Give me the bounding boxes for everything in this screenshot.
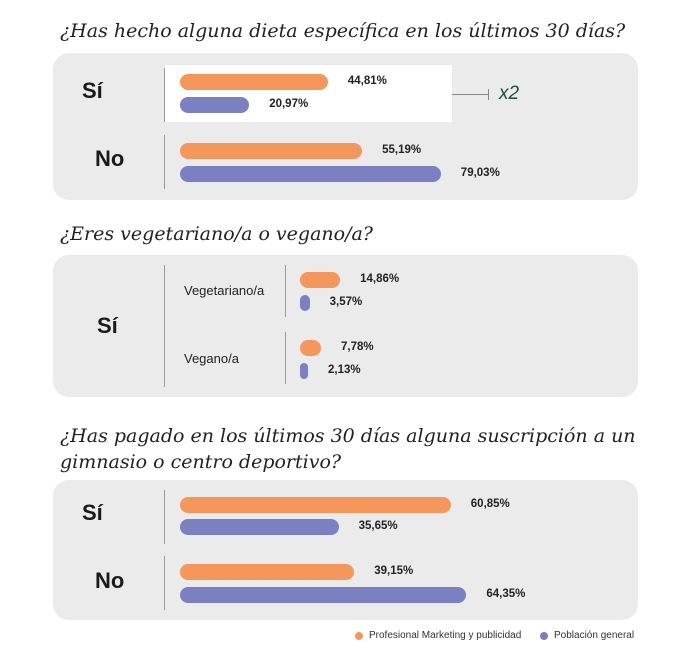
data-label: 3,57% [329,296,363,308]
category-label: Vegano/a [184,351,239,366]
divider [164,68,165,122]
data-label: 14,86% [360,273,400,285]
bar-poblacion [180,519,339,535]
bar-poblacion [180,97,250,113]
data-label: 2,13% [328,364,361,376]
data-label: 39,15% [374,565,414,577]
divider [164,556,165,610]
bar-poblacion [180,166,441,182]
annotation-line [452,94,488,95]
data-label: 79,03% [460,167,500,179]
chart2-title: ¿Eres vegetariano/a o vegano/a? [60,223,373,245]
divider [164,490,165,544]
data-label: 44,81% [347,75,387,87]
data-label: 55,19% [382,144,422,156]
bar-profesional [180,564,355,580]
bar-profesional [180,497,451,513]
annotation-x2: x2 [499,83,520,104]
data-label: 60,85% [470,498,510,510]
bar-poblacion [300,295,310,311]
data-label: 64,35% [486,588,526,600]
data-label: 20,97% [269,98,309,110]
divider [285,265,286,317]
bar-profesional [300,272,341,288]
orange-dot-icon [355,631,363,640]
bar-profesional [180,74,328,90]
bar-poblacion [180,587,467,603]
legend-item-poblacion: Población general [540,630,634,641]
chart1-title: ¿Has hecho alguna dieta específica en lo… [60,20,626,42]
divider [164,135,165,189]
group-label: Sí [97,313,118,338]
divider [164,265,165,387]
category-label: No [95,146,125,171]
annotation-tick [488,89,489,100]
divider [285,332,286,384]
bar-profesional [180,143,363,159]
data-label: 35,65% [358,520,398,532]
chart3-title: ¿Has pagado en los últimos 30 días algun… [60,425,636,473]
legend-label: Profesional Marketing y publicidad [369,630,522,641]
category-label: Sí [82,500,103,525]
category-label: No [95,568,125,593]
legend-label: Población general [554,630,635,641]
data-label: 7,78% [341,341,374,353]
bar-profesional [300,340,321,356]
chart2-panel [53,255,638,397]
blue-dot-icon [540,631,548,640]
category-label: Vegetariano/a [184,283,265,298]
category-label: Sí [82,78,103,103]
bar-poblacion [300,363,308,379]
legend-item-profesional: Profesional Marketing y publicidad [355,630,521,641]
